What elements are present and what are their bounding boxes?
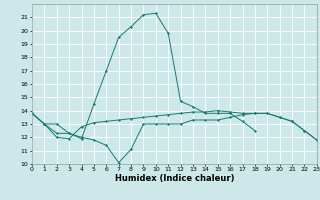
X-axis label: Humidex (Indice chaleur): Humidex (Indice chaleur)	[115, 174, 234, 183]
